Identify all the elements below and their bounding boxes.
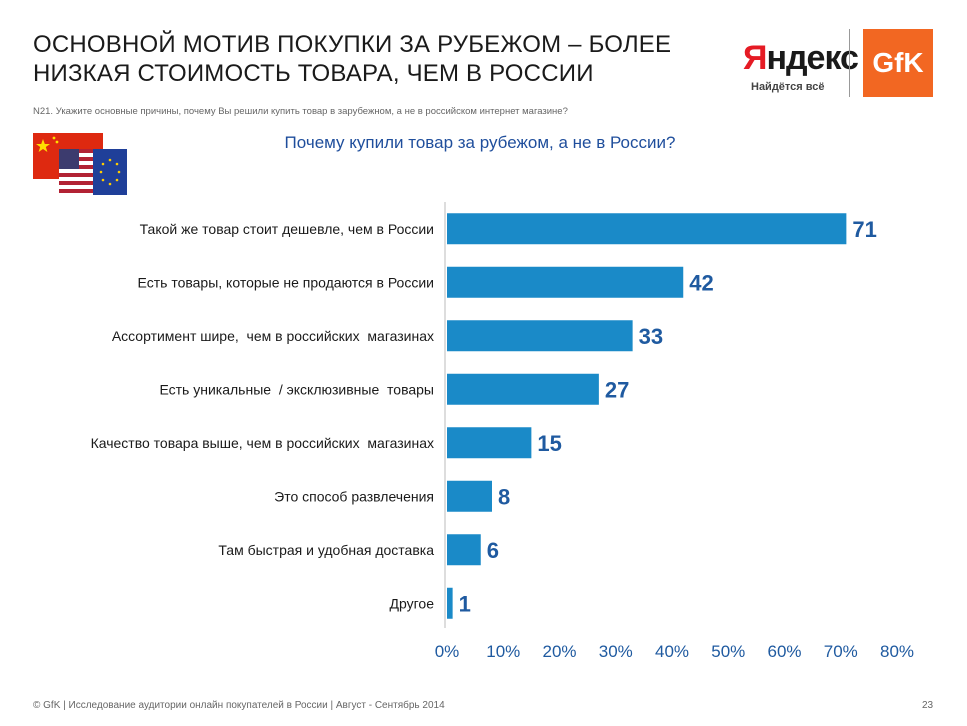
bar xyxy=(447,266,684,298)
bar xyxy=(447,427,532,459)
x-tick-label: 80% xyxy=(880,642,914,661)
bar xyxy=(447,480,492,512)
x-tick-label: 50% xyxy=(711,642,745,661)
x-tick-label: 60% xyxy=(767,642,801,661)
value-label: 33 xyxy=(639,324,663,349)
value-label: 71 xyxy=(852,217,876,242)
logo-area: Яндекс Найдётся всё GfK xyxy=(735,27,935,99)
footer-text: © GfK | Исследование аудитории онлайн по… xyxy=(33,700,445,711)
x-tick-label: 20% xyxy=(542,642,576,661)
flags-image xyxy=(33,133,127,195)
value-label: 8 xyxy=(498,484,510,509)
x-tick-label: 40% xyxy=(655,642,689,661)
gfk-logo: GfK xyxy=(863,29,933,97)
category-label: Такой же товар стоит дешевле, чем в Росс… xyxy=(140,221,434,237)
category-label: Есть уникальные / эксклюзивные товары xyxy=(159,381,434,397)
yandex-tagline: Найдётся всё xyxy=(751,81,825,93)
survey-question: N21. Укажите основные причины, почему Вы… xyxy=(33,106,568,117)
value-label: 1 xyxy=(459,591,471,616)
chart-title: Почему купили товар за рубежом, а не в Р… xyxy=(285,133,676,152)
yandex-logo: Яндекс xyxy=(743,39,859,78)
x-tick-label: 0% xyxy=(435,642,460,661)
category-label: Другое xyxy=(390,595,435,611)
value-label: 15 xyxy=(537,431,561,456)
eu-flag-icon xyxy=(93,149,127,195)
bar xyxy=(447,373,599,405)
page-number: 23 xyxy=(922,700,934,711)
logo-divider xyxy=(849,29,850,97)
yandex-logo-rest: ндекс xyxy=(766,39,859,77)
bar-chart: Почему купили товар за рубежом, а не в Р… xyxy=(91,133,914,661)
x-tick-label: 30% xyxy=(599,642,633,661)
value-label: 6 xyxy=(487,538,499,563)
category-label: Там быстрая и удобная доставка xyxy=(218,542,434,558)
bar xyxy=(447,587,453,619)
category-label: Это способ развлечения xyxy=(274,488,434,504)
bar xyxy=(447,213,847,245)
gfk-logo-text: GfK xyxy=(872,47,924,78)
value-label: 27 xyxy=(605,377,629,402)
x-tick-label: 70% xyxy=(824,642,858,661)
value-label: 42 xyxy=(689,270,713,295)
category-label: Качество товара выше, чем в российских м… xyxy=(91,435,434,451)
bar xyxy=(447,534,481,566)
page-title: ОСНОВНОЙ МОТИВ ПОКУПКИ ЗА РУБЕЖОМ – БОЛЕ… xyxy=(33,31,672,87)
category-label: Есть товары, которые не продаются в Росс… xyxy=(138,274,434,290)
yandex-logo-ya: Я xyxy=(743,39,767,77)
category-label: Ассортимент шире, чем в российских магаз… xyxy=(112,328,434,344)
x-tick-label: 10% xyxy=(486,642,520,661)
usa-flag-icon xyxy=(59,149,99,195)
bar xyxy=(447,320,633,352)
